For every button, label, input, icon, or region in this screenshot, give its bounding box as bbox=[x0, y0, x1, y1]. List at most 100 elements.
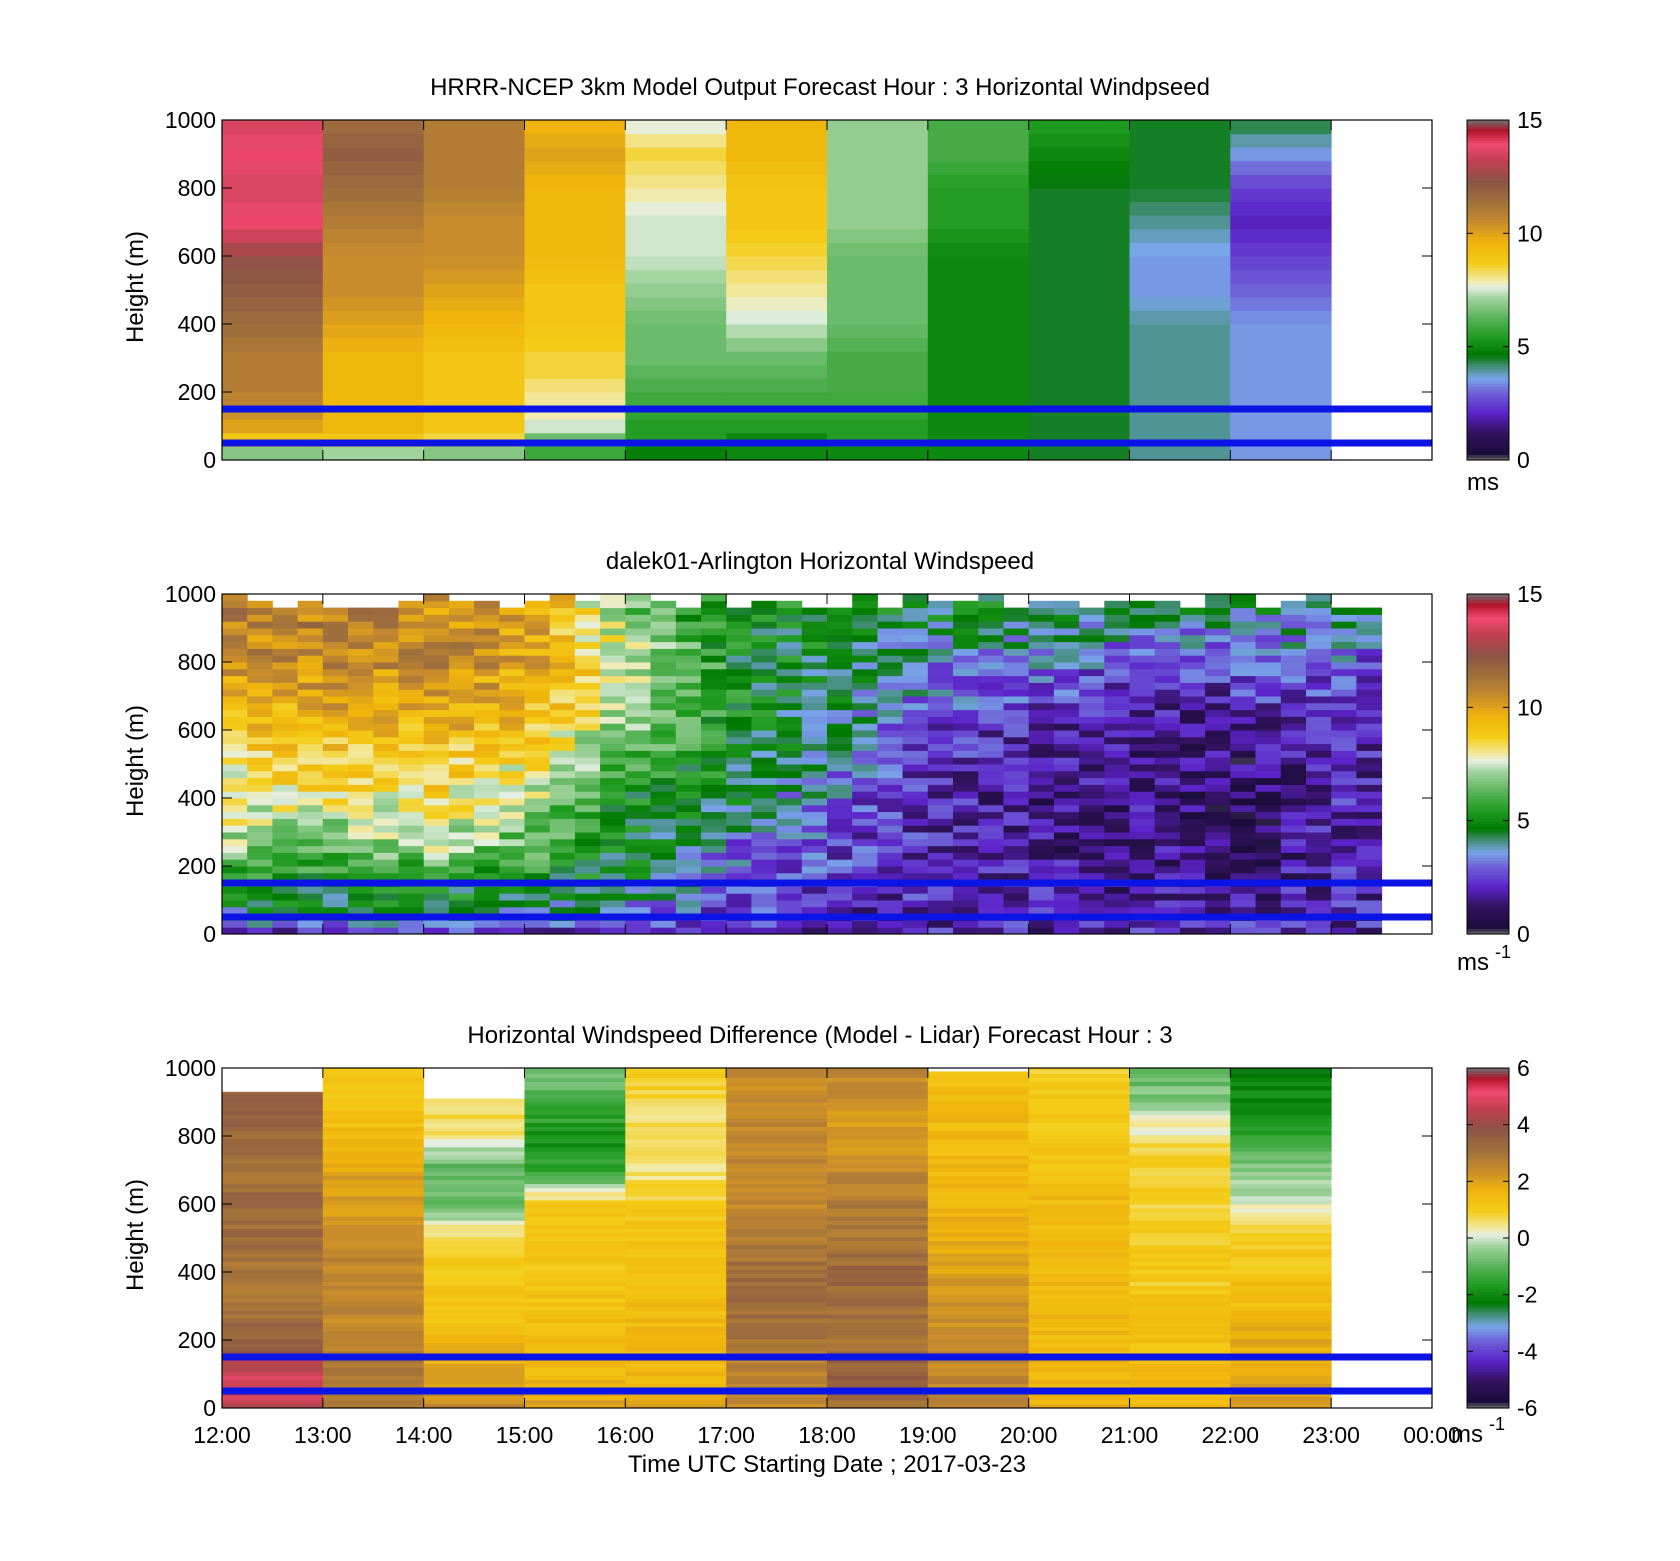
heatmap-cell bbox=[272, 900, 299, 908]
heatmap-cell bbox=[222, 743, 248, 751]
heatmap-cell bbox=[827, 1253, 929, 1258]
heatmap-cell bbox=[625, 1359, 727, 1364]
colorbar-swatch bbox=[1467, 145, 1509, 149]
heatmap-cell bbox=[1129, 228, 1231, 243]
heatmap-cell bbox=[1179, 900, 1206, 908]
heatmap-cell bbox=[852, 893, 878, 901]
heatmap-cell bbox=[423, 1171, 525, 1176]
heatmap-cell bbox=[1230, 1346, 1332, 1352]
heatmap-cell bbox=[398, 723, 425, 731]
heatmap-cell bbox=[650, 872, 677, 881]
heatmap-cell bbox=[322, 750, 349, 758]
heatmap-cell bbox=[902, 641, 929, 649]
heatmap-cell bbox=[574, 893, 601, 901]
heatmap-cell bbox=[1331, 614, 1357, 622]
heatmap-cell bbox=[423, 723, 450, 731]
colorbar-swatch bbox=[1467, 142, 1509, 147]
heatmap-cell bbox=[1230, 1322, 1332, 1327]
heatmap-cell bbox=[625, 1277, 727, 1282]
heatmap-cell bbox=[1306, 818, 1332, 826]
heatmap-cell bbox=[322, 1089, 425, 1095]
heatmap-cell bbox=[852, 607, 878, 615]
heatmap-cell bbox=[701, 716, 727, 724]
heatmap-cell bbox=[499, 859, 525, 867]
heatmap-cell bbox=[801, 906, 828, 915]
heatmap-cell bbox=[423, 310, 525, 325]
heatmap-cell bbox=[373, 689, 399, 697]
colorbar-swatch bbox=[1467, 182, 1509, 186]
heatmap-cell bbox=[927, 1346, 1030, 1352]
heatmap-cell bbox=[827, 872, 853, 881]
heatmap-cell bbox=[1179, 886, 1206, 894]
colorbar-swatch bbox=[1467, 605, 1509, 609]
heatmap-cell bbox=[953, 689, 979, 697]
heatmap-cell bbox=[978, 872, 1004, 881]
colorbar-swatch bbox=[1467, 159, 1509, 164]
heatmap-cell bbox=[373, 811, 399, 819]
heatmap-cell bbox=[1230, 804, 1256, 813]
colorbar-swatch bbox=[1467, 837, 1509, 842]
heatmap-cell bbox=[574, 886, 601, 894]
heatmap-cell bbox=[877, 852, 904, 860]
heatmap-cell bbox=[827, 906, 853, 915]
heatmap-cell bbox=[1280, 825, 1307, 833]
heatmap-cell bbox=[1230, 1171, 1332, 1176]
heatmap-cell bbox=[827, 1228, 929, 1234]
heatmap-cell bbox=[877, 621, 904, 629]
heatmap-cell bbox=[1079, 709, 1105, 717]
heatmap-cell bbox=[1306, 594, 1332, 602]
heatmap-cell bbox=[1154, 648, 1181, 656]
heatmap-cell bbox=[978, 764, 1004, 772]
heatmap-cell bbox=[398, 641, 425, 649]
heatmap-cell bbox=[322, 1224, 425, 1229]
colorbar-swatch bbox=[1467, 1082, 1509, 1086]
heatmap-cell bbox=[852, 757, 878, 765]
colorbar-swatch bbox=[1467, 834, 1509, 839]
heatmap-cell bbox=[1230, 866, 1256, 874]
heatmap-cell bbox=[1205, 900, 1231, 908]
heatmap-cell bbox=[776, 641, 803, 649]
heatmap-cell bbox=[801, 607, 828, 615]
heatmap-cell bbox=[827, 337, 929, 352]
colorbar-swatch bbox=[1467, 1221, 1509, 1225]
heatmap-cell bbox=[222, 228, 324, 243]
heatmap-cell bbox=[726, 337, 828, 352]
heatmap-cell bbox=[1306, 628, 1332, 636]
heatmap-cell bbox=[297, 682, 324, 690]
heatmap-cell bbox=[524, 419, 626, 434]
colorbar-swatch bbox=[1467, 1153, 1509, 1157]
colorbar-swatch bbox=[1467, 1223, 1509, 1228]
heatmap-cell bbox=[272, 709, 299, 717]
heatmap-cell bbox=[927, 1155, 1030, 1160]
colorbar-swatch bbox=[1467, 134, 1509, 138]
heatmap-cell bbox=[827, 1195, 929, 1201]
heatmap-cell bbox=[1129, 201, 1231, 216]
heatmap-cell bbox=[322, 607, 349, 615]
heatmap-cell bbox=[726, 1126, 828, 1132]
heatmap-cell bbox=[448, 743, 475, 751]
heatmap-cell bbox=[827, 1159, 929, 1164]
heatmap-cell bbox=[650, 886, 677, 894]
heatmap-cell bbox=[1028, 920, 1055, 928]
heatmap-cell bbox=[524, 1342, 626, 1348]
heatmap-cell bbox=[423, 392, 525, 407]
heatmap-cell bbox=[423, 1273, 525, 1278]
heatmap-cell bbox=[1079, 675, 1105, 683]
heatmap-cell bbox=[827, 689, 853, 697]
heatmap-cell bbox=[1028, 872, 1055, 881]
heatmap-cell bbox=[877, 634, 904, 643]
colorbar-swatch bbox=[1467, 346, 1509, 351]
heatmap-cell bbox=[448, 770, 475, 779]
heatmap-cell bbox=[1003, 641, 1030, 649]
heatmap-cell bbox=[751, 764, 778, 772]
heatmap-cell bbox=[1079, 770, 1105, 779]
heatmap-cell bbox=[499, 832, 525, 840]
heatmap-cell bbox=[625, 1126, 727, 1132]
heatmap-cell bbox=[852, 872, 878, 881]
heatmap-cell bbox=[524, 1322, 626, 1327]
colorbar-swatch bbox=[1467, 216, 1509, 220]
colorbar-swatch bbox=[1467, 247, 1509, 251]
heatmap-cell bbox=[499, 750, 525, 758]
heatmap-cell bbox=[524, 1134, 626, 1140]
heatmap-cell bbox=[373, 614, 399, 622]
